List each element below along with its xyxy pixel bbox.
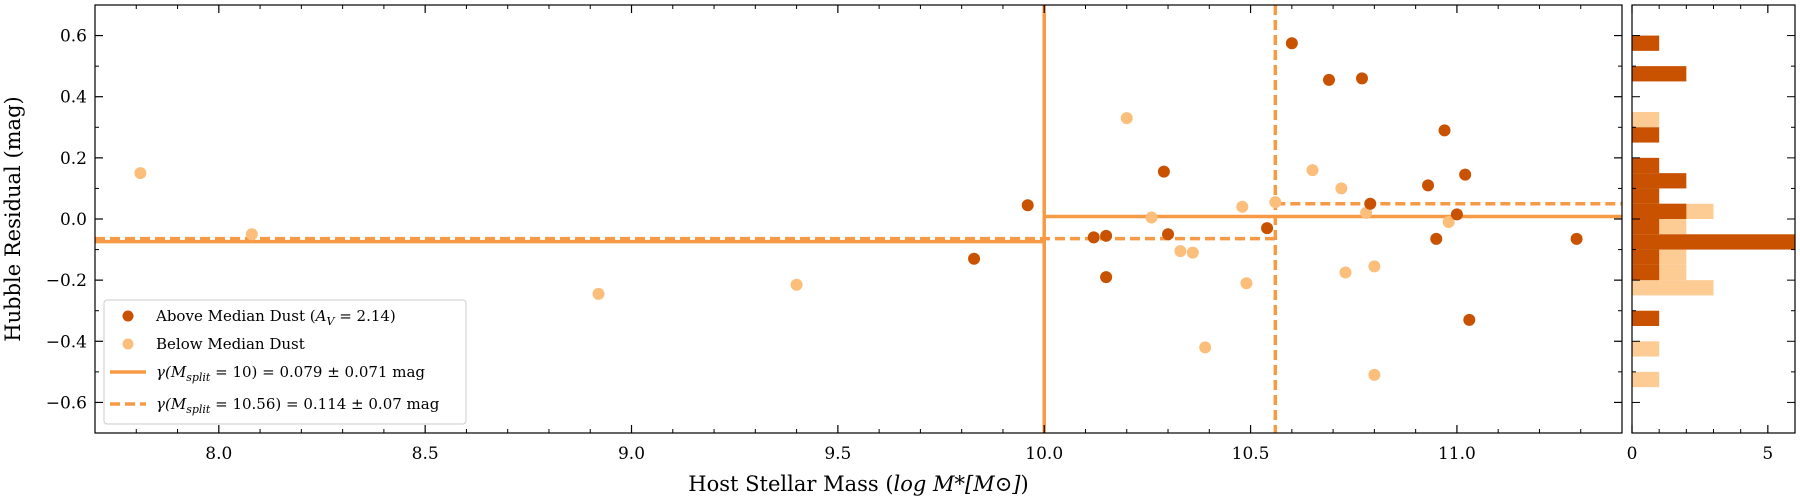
point-above-16 bbox=[1459, 168, 1472, 181]
point-above-9 bbox=[1322, 73, 1335, 86]
point-above-6 bbox=[1162, 228, 1175, 241]
legend-marker-below bbox=[122, 338, 134, 350]
hist-bar-above-5 bbox=[1632, 203, 1687, 219]
x-tick-label: 8.5 bbox=[412, 444, 439, 464]
hist-bar-above-4 bbox=[1632, 219, 1660, 235]
hist-bar-above-7 bbox=[1632, 173, 1687, 189]
main-scatter-plot: 8.0 8.5 9.0 9.5 10.0 10.5 11.0 −0.6 −0.4 −0.2 0.0 0… bbox=[1, 4, 1623, 496]
y-axis-label: Hubble Residual (mag) bbox=[1, 96, 25, 341]
point-below-9 bbox=[1236, 200, 1249, 213]
point-above-13 bbox=[1430, 232, 1443, 245]
point-below-17 bbox=[1368, 368, 1381, 381]
hist-bar-below-0 bbox=[1632, 371, 1660, 388]
point-below-4 bbox=[1120, 112, 1133, 125]
point-below-16 bbox=[1368, 260, 1381, 273]
step-fit-lines bbox=[95, 5, 1622, 433]
hist-bar-below-11 bbox=[1632, 112, 1660, 128]
point-below-12 bbox=[1306, 164, 1319, 177]
hist-bar-below-1 bbox=[1632, 341, 1660, 357]
hist-bar-above-0 bbox=[1632, 310, 1660, 326]
point-below-18 bbox=[1442, 216, 1455, 229]
point-below-2 bbox=[592, 287, 605, 300]
hist-bar-above-11 bbox=[1632, 35, 1660, 51]
point-above-14 bbox=[1438, 124, 1451, 137]
x-tick-label: 11.0 bbox=[1438, 444, 1476, 464]
x-tick-label: 8.0 bbox=[205, 444, 232, 464]
point-below-0 bbox=[134, 167, 147, 180]
y-tick-label: −0.2 bbox=[46, 271, 87, 291]
y-tick-label: 0.0 bbox=[60, 210, 87, 230]
legend-marker-above bbox=[122, 310, 134, 322]
point-above-0 bbox=[968, 252, 981, 265]
hist-bar-above-10 bbox=[1632, 66, 1687, 82]
point-below-7 bbox=[1186, 246, 1199, 259]
point-above-5 bbox=[1157, 165, 1170, 178]
hist-bar-above-3 bbox=[1632, 234, 1795, 250]
legend-label-split-10-56: γ(Msplit = 10.56) = 0.114 ± 0.07 mag bbox=[156, 395, 440, 416]
point-above-17 bbox=[1463, 313, 1476, 326]
point-above-8 bbox=[1285, 37, 1298, 50]
point-above-1 bbox=[1021, 199, 1034, 212]
histogram-bars bbox=[1632, 35, 1795, 388]
x-tick-label: 10.0 bbox=[1025, 444, 1063, 464]
legend-label-split-10: γ(Msplit = 10) = 0.079 ± 0.071 mag bbox=[156, 363, 425, 384]
main-axis-ticks: 8.0 8.5 9.0 9.5 10.0 10.5 11.0 −0.6 −0.4 −0.2 0.0 0… bbox=[46, 4, 1623, 464]
point-above-10 bbox=[1355, 72, 1368, 85]
point-above-3 bbox=[1100, 229, 1113, 242]
point-above-7 bbox=[1261, 222, 1274, 235]
hist-bar-above-2 bbox=[1632, 249, 1660, 265]
hist-bar-above-1 bbox=[1632, 264, 1660, 281]
legend-label-below: Below Median Dust bbox=[156, 335, 305, 353]
point-below-3 bbox=[790, 278, 803, 291]
legend-box bbox=[103, 299, 467, 425]
legend-label-above: Above Median Dust (AV = 2.14) bbox=[155, 307, 396, 328]
point-below-6 bbox=[1174, 245, 1187, 258]
y-tick-label: 0.2 bbox=[60, 149, 87, 169]
point-above-4 bbox=[1100, 271, 1113, 284]
point-below-10 bbox=[1240, 277, 1253, 290]
x-tick-label: 9.0 bbox=[618, 444, 645, 464]
y-tick-label: 0.4 bbox=[60, 88, 87, 108]
hist-bar-above-8 bbox=[1632, 157, 1660, 174]
y-tick-label: 0.6 bbox=[60, 27, 87, 47]
data-points bbox=[134, 37, 1583, 381]
y-tick-label: −0.4 bbox=[46, 332, 87, 352]
hist-bar-above-9 bbox=[1632, 127, 1660, 143]
hist-x-tick-label: 5 bbox=[1762, 444, 1773, 464]
point-below-8 bbox=[1199, 341, 1212, 354]
point-above-18 bbox=[1570, 232, 1583, 245]
point-below-13 bbox=[1335, 182, 1348, 195]
point-below-5 bbox=[1145, 211, 1158, 224]
x-tick-label: 10.5 bbox=[1232, 444, 1270, 464]
point-below-15 bbox=[1360, 206, 1373, 219]
y-tick-label: −0.6 bbox=[46, 393, 87, 413]
x-axis-label: Host Stellar Mass (log M*[M⊙]) bbox=[688, 472, 1028, 496]
point-below-1 bbox=[245, 228, 258, 241]
point-above-12 bbox=[1422, 179, 1435, 192]
hist-x-tick-label: 0 bbox=[1627, 444, 1638, 464]
legend: Above Median Dust (AV = 2.14) Below Medi… bbox=[103, 299, 467, 425]
point-below-14 bbox=[1339, 266, 1352, 279]
hist-bar-above-6 bbox=[1632, 188, 1660, 204]
point-below-11 bbox=[1269, 196, 1282, 209]
point-above-11 bbox=[1364, 197, 1377, 210]
hist-bar-below-2 bbox=[1632, 280, 1714, 296]
point-above-2 bbox=[1087, 231, 1100, 244]
x-tick-label: 9.5 bbox=[824, 444, 851, 464]
point-above-15 bbox=[1450, 208, 1463, 221]
